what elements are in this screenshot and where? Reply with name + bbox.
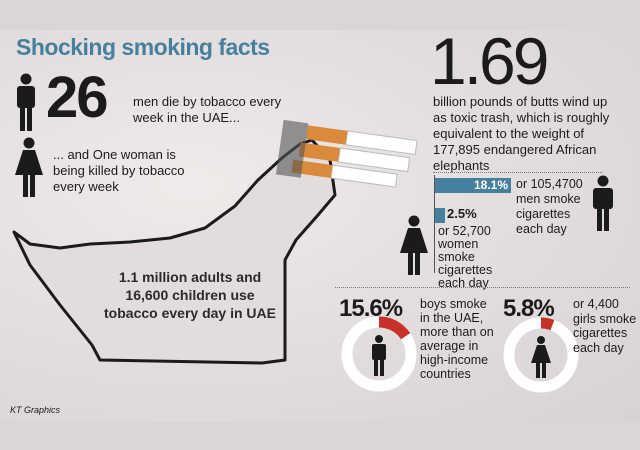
credit: KT Graphics bbox=[10, 405, 61, 415]
women-smokers-bar bbox=[435, 208, 446, 223]
boy-icon bbox=[372, 335, 386, 376]
man-icon bbox=[17, 73, 35, 131]
butts-text: billion pounds of butts wind up as toxic… bbox=[433, 94, 610, 173]
girls-text: or 4,400 girls smoke cigarettes each day bbox=[573, 297, 637, 355]
women-smokers-text: or 52,700 women smoke cigarettes each da… bbox=[438, 224, 493, 290]
men-smokers-percent: 18.1% bbox=[473, 178, 508, 192]
boys-donut-arc bbox=[341, 316, 417, 392]
girls-percent: 5.8% bbox=[503, 295, 555, 322]
boys-percent: 15.6% bbox=[339, 295, 403, 322]
girl-icon bbox=[531, 336, 551, 378]
girls-donut-arc bbox=[503, 317, 579, 393]
page-title: Shocking smoking facts bbox=[16, 34, 270, 60]
men-smokers-bar: 18.1% bbox=[435, 178, 511, 193]
women-smokers-percent: 2.5% bbox=[447, 206, 477, 221]
man-icon bbox=[593, 175, 613, 231]
divider bbox=[335, 287, 630, 288]
boys-text: boys smoke in the UAE, more than on aver… bbox=[420, 297, 494, 381]
woman-icon bbox=[400, 215, 428, 275]
divider bbox=[433, 172, 603, 173]
uae-map-shape bbox=[12, 120, 418, 365]
men-deaths-number: 26 bbox=[46, 65, 108, 130]
woman-icon bbox=[15, 137, 43, 197]
women-deaths-text: ... and One woman is being killed by tob… bbox=[53, 147, 185, 194]
butts-number: 1.69 bbox=[430, 24, 549, 98]
boys-donut bbox=[341, 316, 417, 392]
men-smokers-text: or 105,4700 men smoke cigarettes each da… bbox=[516, 177, 583, 236]
bar-axis bbox=[434, 175, 435, 273]
map-text: 1.1 million adults and 16,600 children u… bbox=[104, 269, 276, 321]
girls-donut bbox=[503, 317, 579, 393]
cigarettes-illustration bbox=[275, 120, 418, 188]
men-deaths-text: men die by tobacco every week in the UAE… bbox=[133, 94, 282, 125]
